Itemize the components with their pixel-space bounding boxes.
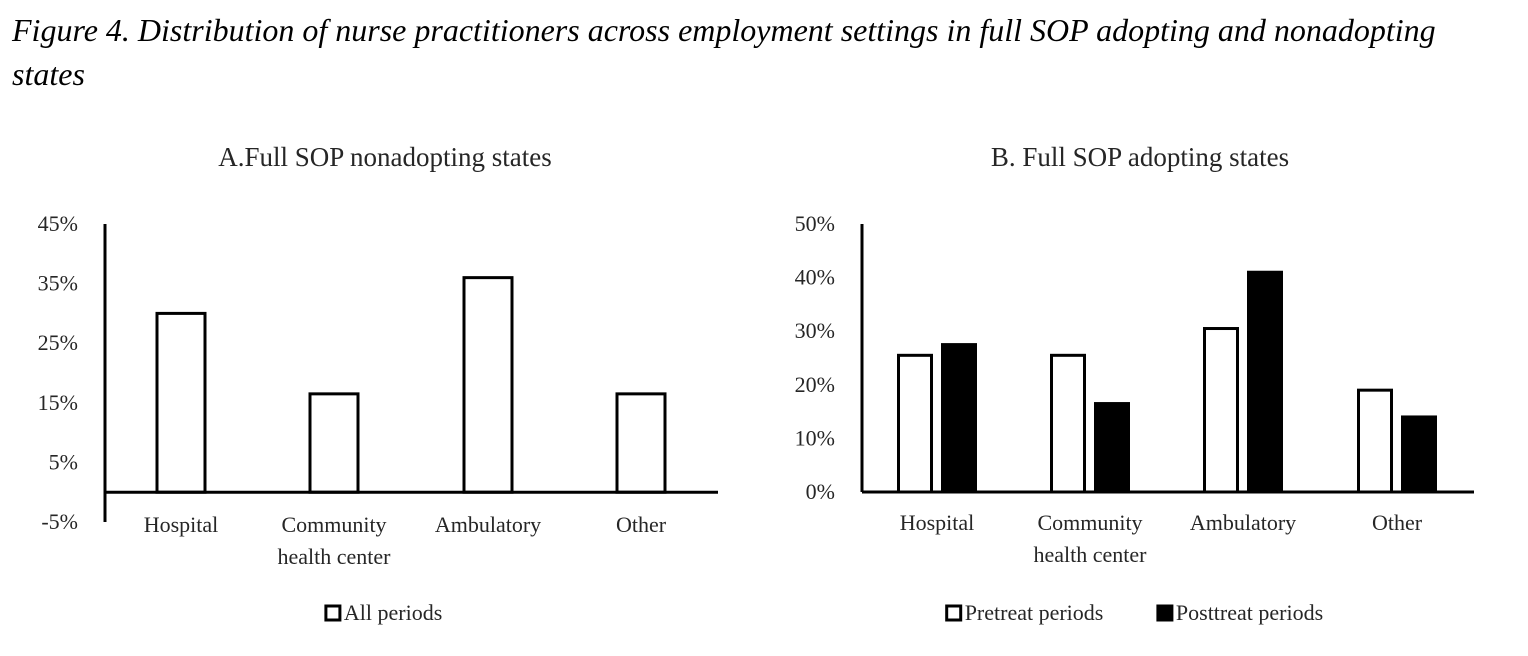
bar xyxy=(615,392,667,494)
legend: Pretreat periods Posttreat periods xyxy=(945,600,1323,625)
legend-swatch xyxy=(945,604,963,622)
bar xyxy=(1203,327,1239,494)
legend-label: All periods xyxy=(344,600,442,625)
y-tick-label: 15% xyxy=(38,390,78,415)
bar xyxy=(155,311,207,494)
legend: All periods xyxy=(324,600,442,625)
y-tick-label: 45% xyxy=(38,211,78,236)
category-label: Other xyxy=(1372,510,1423,535)
legend-label: Posttreat periods xyxy=(1176,600,1323,625)
bar xyxy=(1094,402,1130,494)
chart-b: 50% 40% 30% 20% 10% 0% Hospital Community health… xyxy=(795,211,1474,625)
bar xyxy=(308,392,360,494)
bar xyxy=(1357,388,1393,494)
y-tick-label: 30% xyxy=(795,318,835,343)
y-tick-label: 35% xyxy=(38,271,78,296)
bar xyxy=(462,276,514,494)
legend-swatch xyxy=(1156,604,1174,622)
y-tick-label: 10% xyxy=(795,425,835,450)
bar xyxy=(941,343,977,494)
chart-a-title: A.Full SOP nonadopting states xyxy=(218,142,552,172)
figure-title: Figure 4. Distribution of nurse practiti… xyxy=(12,12,1436,92)
y-tick-label: 50% xyxy=(795,211,835,236)
y-tick-label: 25% xyxy=(38,330,78,355)
category-label: Ambulatory xyxy=(435,512,541,537)
category-label: Community health center xyxy=(1034,510,1148,567)
bar xyxy=(1401,415,1437,494)
y-tick-label: -5% xyxy=(41,509,78,534)
chart-a: 45% 35% 25% 15% 5% -5% Hospital Community health… xyxy=(38,211,718,625)
category-label: Other xyxy=(616,512,667,537)
category-label: Hospital xyxy=(900,510,975,535)
bar xyxy=(1050,353,1086,494)
category-label: Ambulatory xyxy=(1190,510,1296,535)
bar xyxy=(897,353,933,494)
bar xyxy=(1247,270,1283,494)
category-label: Hospital xyxy=(144,512,219,537)
y-tick-label: 20% xyxy=(795,372,835,397)
y-tick-label: 0% xyxy=(806,479,835,504)
legend-swatch xyxy=(324,604,342,622)
chart-b-title: B. Full SOP adopting states xyxy=(990,142,1290,172)
y-tick-label: 40% xyxy=(795,265,835,290)
legend-label: Pretreat periods xyxy=(965,600,1104,625)
category-label: Community health center xyxy=(278,512,392,569)
y-tick-label: 5% xyxy=(49,449,78,474)
